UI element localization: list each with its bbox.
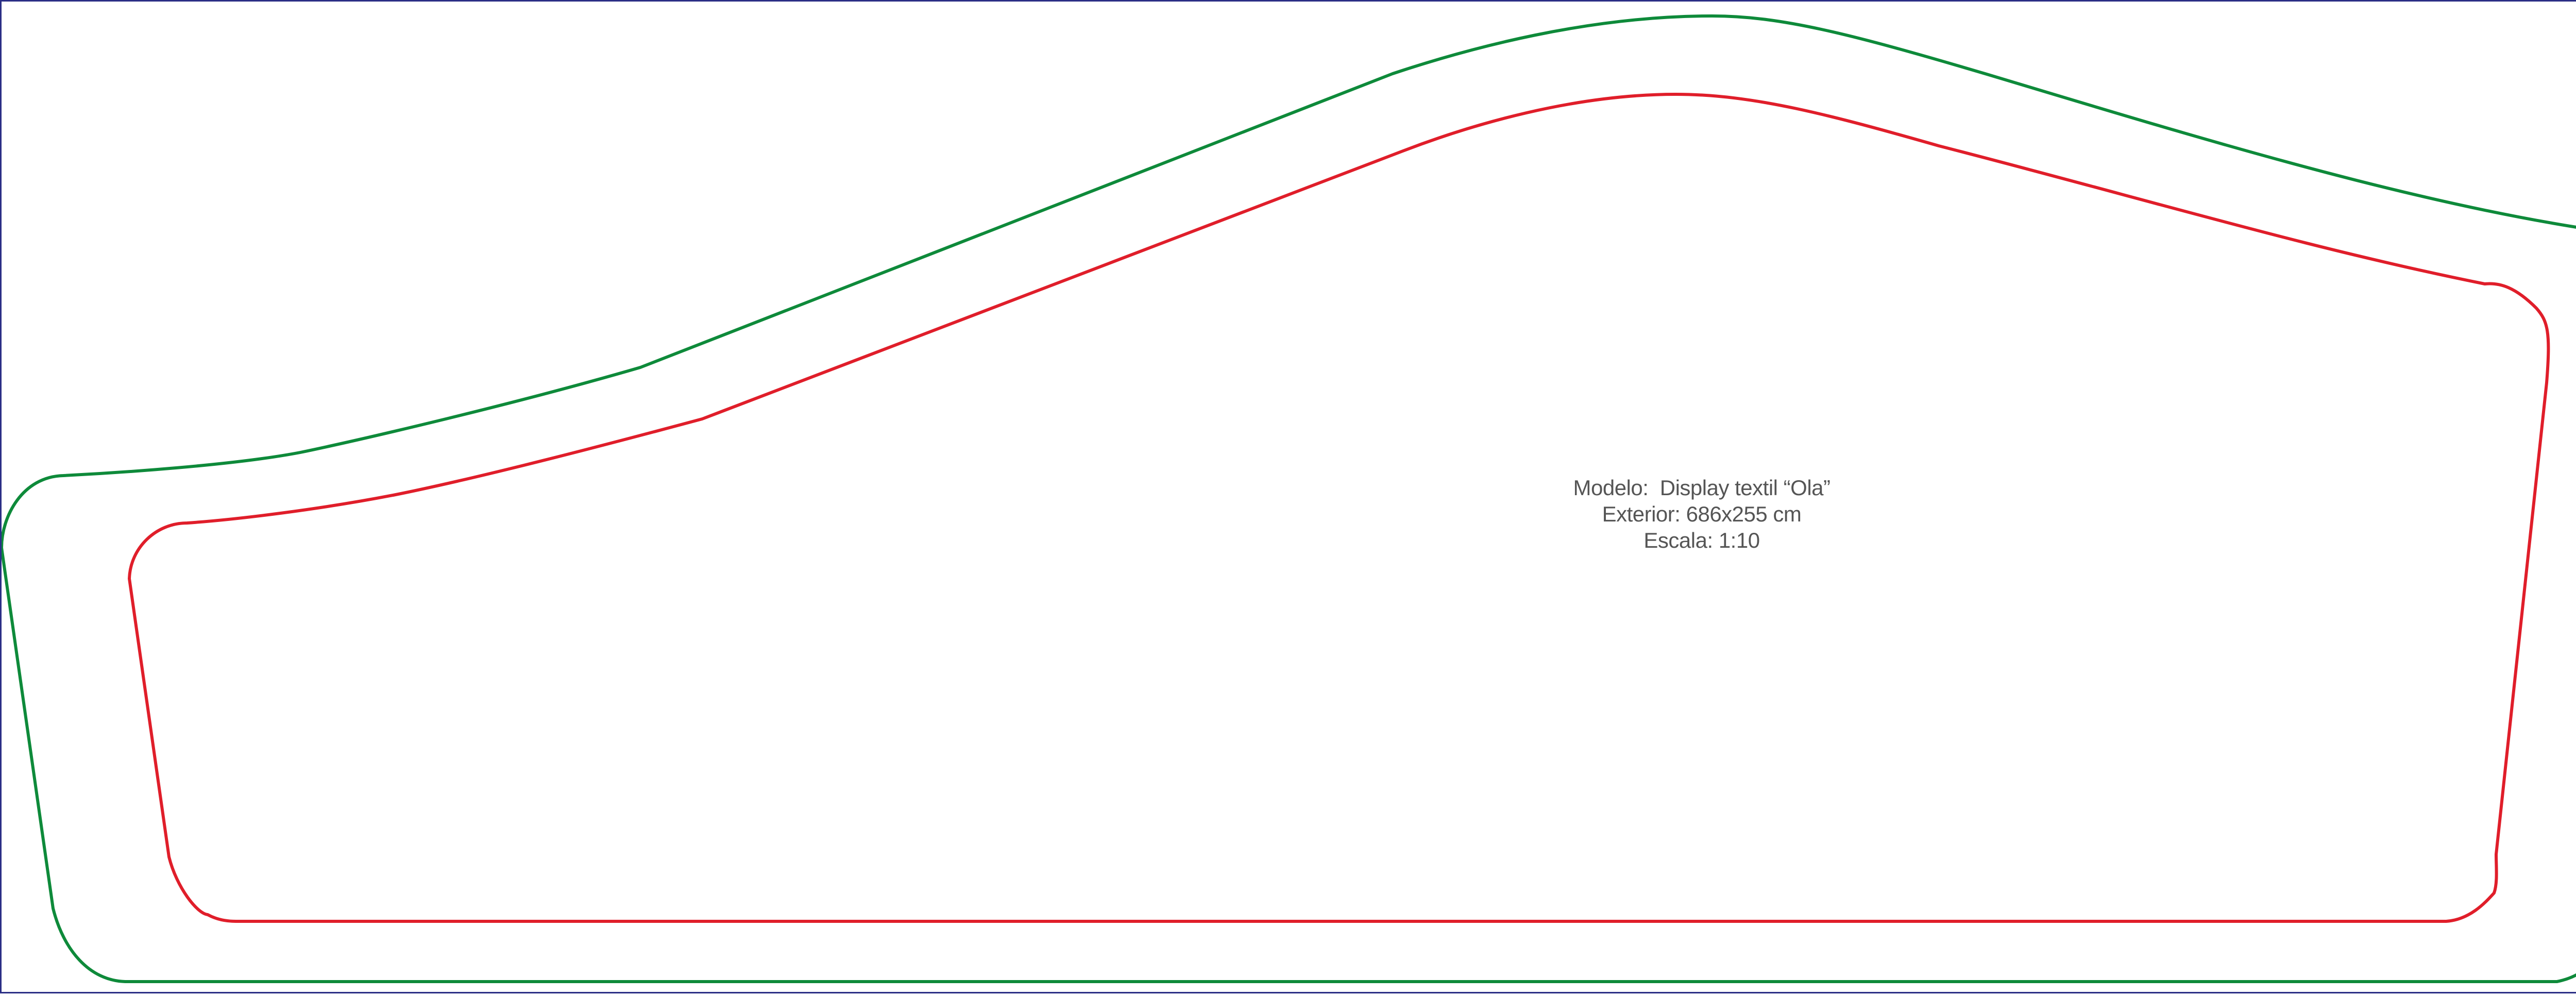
scale-label: Escala: 1:10 [1643, 528, 1760, 552]
drawing-label: Modelo: Display textil “Ola” Exterior: 6… [1521, 475, 1882, 553]
exterior-dimensions-label: Exterior: 686x255 cm [1602, 502, 1802, 526]
inner-outline [128, 93, 2550, 923]
model-label: Modelo: Display textil “Ola” [1573, 476, 1831, 500]
outer-outline [2, 14, 2576, 983]
